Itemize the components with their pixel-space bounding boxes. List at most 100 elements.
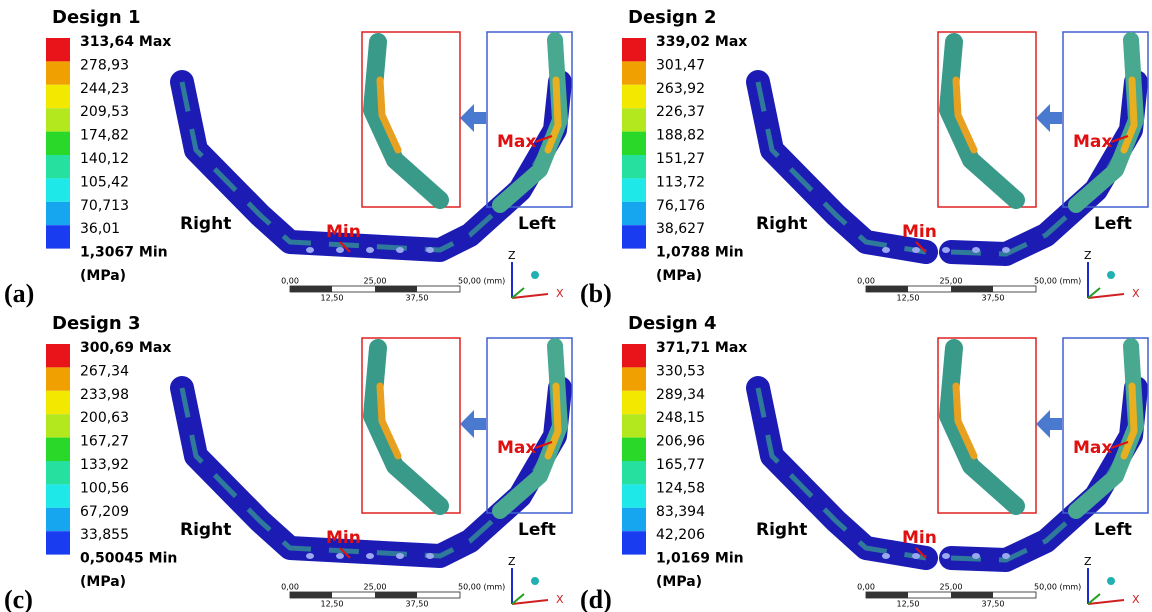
legend-unit: (MPa) — [656, 574, 702, 590]
legend-label: 76,176 — [656, 198, 705, 214]
legend-swatch — [622, 508, 646, 531]
legend-label: 133,92 — [80, 457, 129, 473]
panel-title: Design 2 — [628, 7, 717, 28]
legend-swatch — [622, 344, 646, 367]
legend-swatch — [46, 414, 70, 437]
scale-label: 25,00 — [940, 277, 963, 286]
legend-label: 1,0169 Min — [656, 551, 744, 567]
scale-label: 0,00 — [281, 583, 299, 592]
legend-label: 278,93 — [80, 57, 129, 73]
legend-swatch — [622, 61, 646, 84]
legend-swatch — [622, 155, 646, 178]
axis-z-label: Z — [508, 555, 516, 568]
legend-label: 339,02 Max — [656, 34, 747, 50]
scale-bar — [866, 286, 908, 292]
legend-swatch — [46, 531, 70, 554]
screw-hole — [912, 247, 920, 253]
legend-label: 70,713 — [80, 198, 129, 214]
max-label: Max — [497, 132, 536, 152]
left-label: Left — [1094, 214, 1132, 234]
right-label: Right — [756, 520, 807, 540]
panel: Design 3300,69 Max267,34233,98200,63167,… — [4, 313, 572, 612]
axis-x-label: X — [1132, 593, 1140, 606]
legend-label: 301,47 — [656, 57, 705, 73]
scale-label: 25,00 — [364, 277, 387, 286]
legend-label: 233,98 — [80, 387, 129, 403]
screw-hole — [972, 247, 980, 253]
scale-label: 25,00 — [364, 583, 387, 592]
right-label: Right — [180, 520, 231, 540]
legend-label: 38,627 — [656, 221, 705, 237]
axis-z-label: Z — [1084, 249, 1092, 262]
screw-hole — [306, 247, 314, 253]
scale-label: 37,50 — [406, 600, 429, 609]
legend-swatch — [622, 202, 646, 225]
legend-swatch — [622, 38, 646, 61]
legend-label: 289,34 — [656, 387, 705, 403]
legend-swatch — [46, 202, 70, 225]
min-label: Min — [902, 528, 937, 548]
legend-label: 248,15 — [656, 410, 705, 426]
legend-swatch — [622, 414, 646, 437]
legend-swatch — [46, 508, 70, 531]
inset-plate — [500, 346, 560, 511]
legend-swatch — [46, 85, 70, 108]
arrow — [1036, 104, 1062, 132]
scale-label: 25,00 — [940, 583, 963, 592]
panel-label: (c) — [4, 585, 33, 612]
right-label: Right — [756, 214, 807, 234]
panel-title: Design 1 — [52, 7, 141, 28]
legend-label: 167,27 — [80, 434, 129, 450]
panel-label: (a) — [4, 279, 34, 308]
legend-swatch — [46, 367, 70, 390]
inset-plate — [1076, 40, 1136, 205]
legend-swatch — [622, 132, 646, 155]
triad-ball — [1107, 271, 1115, 279]
legend-label: 36,01 — [80, 221, 120, 237]
legend-swatch — [46, 108, 70, 131]
left-label: Left — [518, 214, 556, 234]
screw-hole — [882, 553, 890, 559]
legend-swatch — [46, 344, 70, 367]
screw-hole — [1002, 553, 1010, 559]
scale-label: 12,50 — [321, 294, 344, 303]
legend-label: 1,0788 Min — [656, 245, 744, 261]
arrow — [460, 104, 486, 132]
scale-label: 0,00 — [281, 277, 299, 286]
axis-x-label: X — [1132, 287, 1140, 300]
legend-label: 0,50045 Min — [80, 551, 177, 567]
axis-x-label: X — [556, 287, 564, 300]
screw-hole — [366, 553, 374, 559]
legend-unit: (MPa) — [656, 268, 702, 284]
legend-label: 313,64 Max — [80, 34, 171, 50]
axis-x-label: X — [556, 593, 564, 606]
scale-label: 0,00 — [857, 583, 875, 592]
legend-label: 200,63 — [80, 410, 129, 426]
max-label: Max — [1073, 438, 1112, 458]
legend-label: 300,69 Max — [80, 340, 171, 356]
screw-hole — [1002, 247, 1010, 253]
legend-swatch — [46, 225, 70, 248]
legend-swatch — [622, 225, 646, 248]
legend-swatch — [46, 391, 70, 414]
screw-hole — [972, 553, 980, 559]
screw-hole — [336, 247, 344, 253]
axis-z-label: Z — [1084, 555, 1092, 568]
legend-swatch — [622, 178, 646, 201]
legend-swatch — [622, 108, 646, 131]
screw-hole — [942, 247, 950, 253]
panel-title: Design 4 — [628, 313, 717, 334]
screw-hole — [912, 553, 920, 559]
legend-swatch — [622, 438, 646, 461]
legend-swatch — [46, 61, 70, 84]
max-label: Max — [497, 438, 536, 458]
legend-label: 140,12 — [80, 151, 129, 167]
inset-plate — [1076, 346, 1136, 511]
scale-label: 50,00 (mm) — [1034, 277, 1081, 286]
screw-hole — [366, 247, 374, 253]
screw-hole — [336, 553, 344, 559]
legend-label: 151,27 — [656, 151, 705, 167]
legend-label: 371,71 Max — [656, 340, 747, 356]
